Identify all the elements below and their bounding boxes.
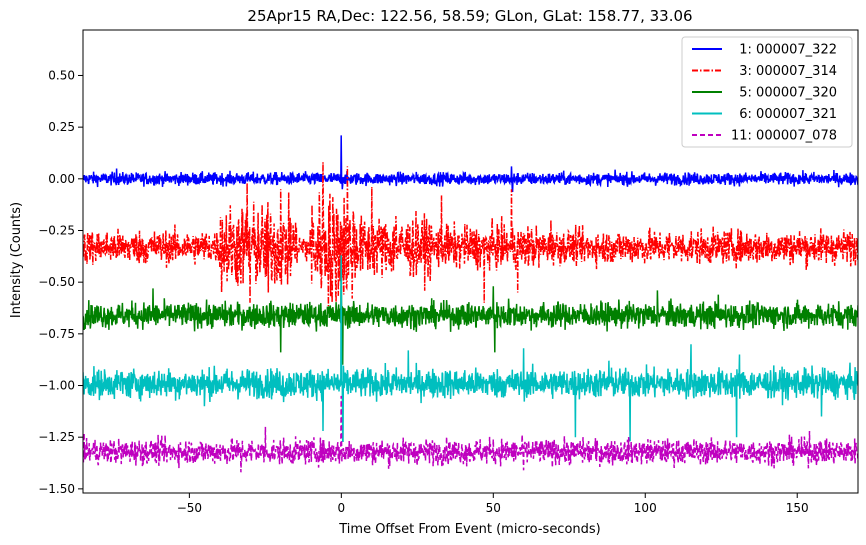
x-tick-label: 150 (786, 501, 809, 515)
y-axis-label: Intensity (Counts) (9, 202, 24, 318)
legend-label-3: 5: 000007_320 (739, 86, 837, 101)
x-tick-label: 50 (486, 501, 501, 515)
series-line-2 (83, 162, 858, 307)
x-tick-label: 100 (634, 501, 657, 515)
axes: −50 0 50 100 150 0.50 0.25 0.00 −0.25 −0.50 −0.75 −… (38, 29, 859, 515)
y-tick-label: 0.25 (48, 120, 75, 134)
y-tick-label: −1.50 (38, 482, 75, 496)
x-axis-label: Time Offset From Event (micro-seconds) (338, 522, 601, 537)
series-line-5 (83, 395, 858, 473)
y-tick-label: −1.00 (38, 379, 75, 393)
x-tick-label: 0 (338, 501, 346, 515)
chart-title: 25Apr15 RA,Dec: 122.56, 58.59; GLon, GLa… (247, 7, 692, 25)
legend-box (681, 36, 853, 148)
legend-label-1: 1: 000007_322 (739, 43, 837, 58)
y-tick-label: 0.50 (48, 68, 75, 82)
series-line-4 (83, 255, 858, 443)
plot-frame (82, 29, 859, 494)
y-tick-label: −1.25 (38, 430, 75, 444)
legend-label-4: 6: 000007_321 (739, 107, 837, 122)
legend: 1: 000007_322 3: 000007_314 5: 000007_320 6… (681, 36, 853, 148)
legend-label-5: 11: 000007_078 (731, 129, 837, 144)
plot-area (83, 135, 858, 473)
y-tick-label: −0.25 (38, 223, 75, 237)
y-tick-label: −0.75 (38, 327, 75, 341)
series-line-1 (83, 135, 858, 192)
series-line-3 (83, 261, 858, 365)
y-tick-label: −0.50 (38, 275, 75, 289)
x-tick-label: −50 (177, 501, 202, 515)
y-tick-label: 0.00 (48, 172, 75, 186)
legend-label-2: 3: 000007_314 (739, 64, 837, 79)
